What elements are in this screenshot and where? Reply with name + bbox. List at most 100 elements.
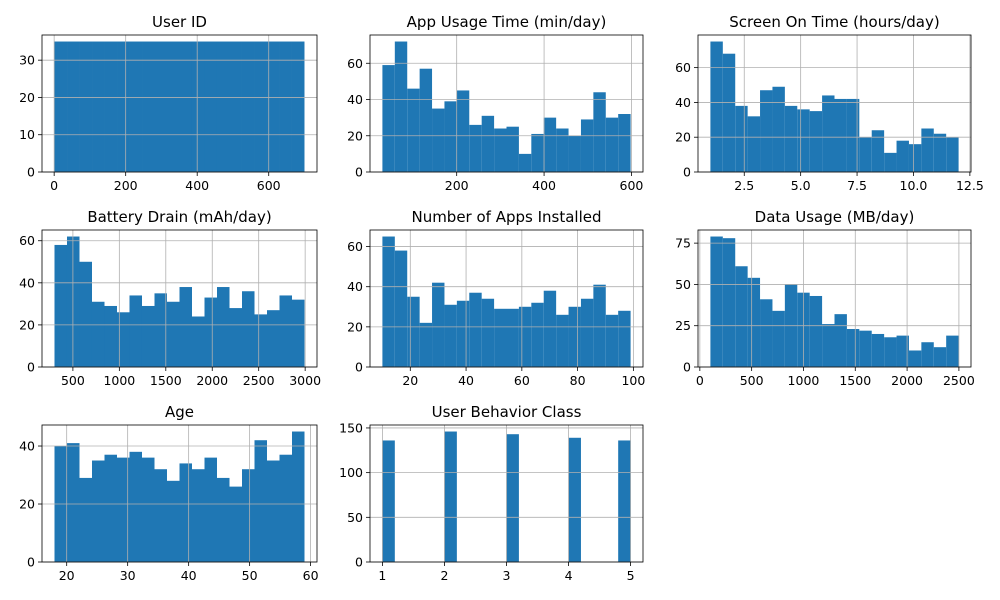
histogram-bar <box>167 480 180 562</box>
histogram-bar <box>747 116 761 172</box>
histogram-bar <box>543 290 557 367</box>
y-tick-label: 60 <box>347 239 363 254</box>
histogram-bar <box>179 287 193 367</box>
subplot-title: User Behavior Class <box>432 403 582 421</box>
histogram-bar <box>217 477 230 562</box>
histogram-bar <box>722 238 736 367</box>
subplot-2: 200 400 600 0 20 40 60 App Usage Time (min/day) <box>347 13 643 193</box>
histogram-bar <box>543 117 557 172</box>
histogram-bar <box>407 88 420 172</box>
histogram-bar <box>469 124 482 172</box>
y-tick-label: 25 <box>675 318 691 333</box>
histogram-bar <box>116 312 130 367</box>
histogram-bar <box>747 277 761 367</box>
histogram-bar <box>494 128 507 172</box>
histogram-bar <box>291 41 305 173</box>
histogram-bar <box>822 95 835 172</box>
histogram-bar <box>568 437 581 562</box>
histogram-bar <box>710 236 723 367</box>
histogram-bar <box>846 98 860 172</box>
x-tick-label: 12.5 <box>956 178 984 193</box>
x-tick-label: 10.0 <box>900 178 928 193</box>
histogram-bar <box>279 41 292 173</box>
histogram-bar <box>605 314 619 367</box>
histogram-bar <box>154 41 168 173</box>
x-tick-label: 20 <box>59 568 75 583</box>
histogram-bar <box>946 335 959 367</box>
histogram-bar <box>444 101 457 172</box>
subplot-title: Age <box>165 403 194 421</box>
histogram-bar <box>580 298 594 367</box>
histogram-bar <box>54 244 67 367</box>
x-tick-label: 400 <box>185 178 209 193</box>
histogram-bar <box>192 316 205 367</box>
y-tick-label: 60 <box>347 56 363 71</box>
histogram-bar <box>618 440 631 562</box>
histogram-bar <box>79 41 93 173</box>
histogram-bar <box>179 463 192 562</box>
histogram-bar <box>859 137 872 172</box>
histogram-bar <box>292 299 305 367</box>
x-tick-label: 5.0 <box>791 178 811 193</box>
x-tick-label: 50 <box>242 568 258 583</box>
histogram-bar <box>809 111 823 172</box>
x-tick-label: 1500 <box>839 373 871 388</box>
histogram-bar <box>79 261 92 367</box>
histogram-bar <box>735 105 748 172</box>
histogram-bar <box>419 68 433 172</box>
histogram-bar <box>710 41 723 173</box>
histogram-bar <box>772 310 785 367</box>
histogram-bar <box>494 308 507 367</box>
y-tick-label: 20 <box>347 128 363 143</box>
histogram-bar <box>67 443 80 562</box>
histogram-bar <box>204 41 217 173</box>
x-tick-label: 2000 <box>196 373 228 388</box>
histogram-bar <box>556 314 569 367</box>
histogram-bar <box>394 250 408 367</box>
x-tick-label: 0 <box>50 178 58 193</box>
histogram-bar <box>784 105 798 172</box>
histogram-bar <box>204 297 218 367</box>
histogram-bar <box>933 133 947 172</box>
histogram-bar <box>67 41 80 173</box>
histogram-bar <box>605 117 619 172</box>
subplot-title: User ID <box>152 13 207 31</box>
histogram-bar <box>266 41 280 173</box>
histogram-bar <box>267 310 280 367</box>
histogram-bar <box>216 41 230 173</box>
histogram-bar <box>104 454 117 562</box>
histogram-bar <box>531 133 544 172</box>
histogram-bar <box>618 310 631 367</box>
histogram-bar <box>419 322 433 367</box>
histogram-bar <box>809 295 823 367</box>
subplot-4: 500 1000 1500 2000 2500 3000 0 20 40 60 Battery Dr… <box>19 208 321 388</box>
histogram-bar <box>506 434 519 562</box>
histogram-bar <box>191 41 205 173</box>
histogram-bar <box>556 128 569 172</box>
histogram-bar <box>921 342 934 367</box>
histogram-bar <box>481 115 495 172</box>
histogram-bar <box>129 41 143 173</box>
histogram-bar <box>242 291 255 367</box>
histogram-bar <box>481 298 495 367</box>
histogram-bar <box>166 301 180 367</box>
histogram-bar <box>229 41 242 173</box>
histogram-bar <box>192 469 205 562</box>
histogram-bar <box>618 114 631 172</box>
histogram-bar <box>79 477 92 562</box>
y-tick-label: 10 <box>19 127 35 142</box>
histogram-bar <box>142 457 155 562</box>
subplot-title: App Usage Time (min/day) <box>407 13 607 31</box>
y-tick-label: 20 <box>19 497 35 512</box>
x-tick-label: 200 <box>445 178 469 193</box>
x-tick-label: 2500 <box>943 373 975 388</box>
histogram-bar <box>254 440 267 562</box>
y-tick-label: 150 <box>339 420 363 435</box>
subplot-7: 20 30 40 50 60 0 20 40 Age <box>19 403 319 583</box>
x-tick-label: 40 <box>458 373 474 388</box>
x-tick-label: 2500 <box>243 373 275 388</box>
x-tick-label: 2.5 <box>734 178 754 193</box>
subplot-title: Battery Drain (mAh/day) <box>87 208 271 226</box>
histogram-bar <box>54 41 68 173</box>
